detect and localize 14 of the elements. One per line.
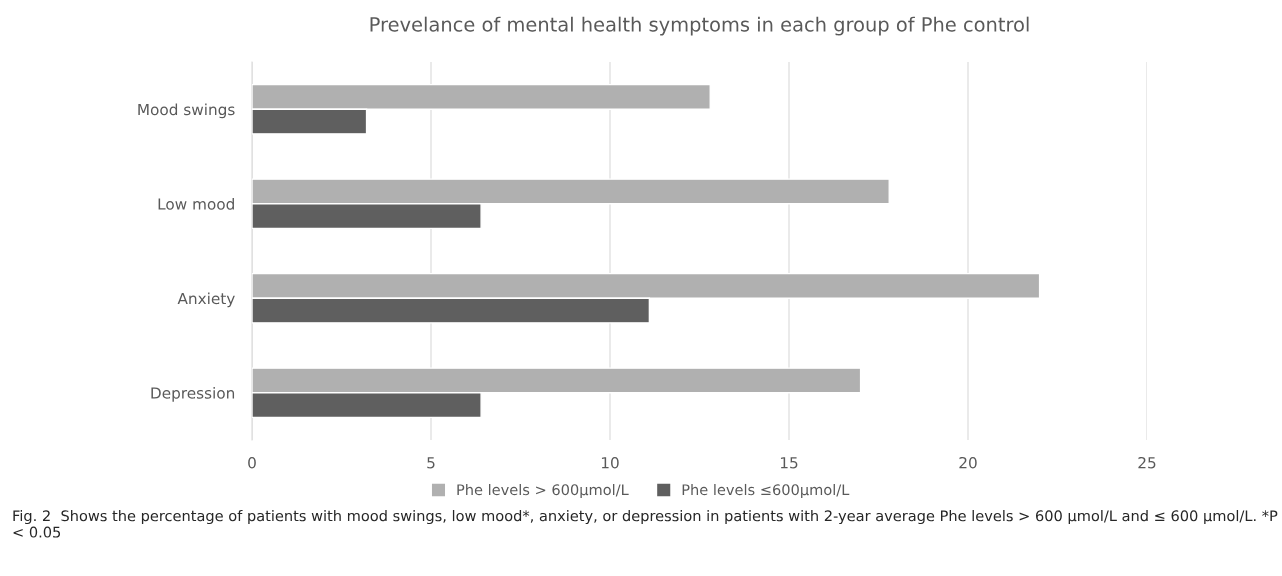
y-tick-label: Low mood bbox=[158, 197, 234, 210]
x-tick-label: 0 bbox=[248, 456, 256, 469]
legend-label: Phe levels ≤600μmol/L bbox=[682, 483, 850, 499]
y-tick-label: Mood swings bbox=[138, 103, 235, 119]
x-tick-label: 20 bbox=[959, 456, 977, 469]
caption: Fig. 2 Shows the percentage of patients with mood swings, low mood*, anxiety, or depression in patients with 2-year average Phe levels > 600 μmol/L and ≤ 600 μmol/L. *P < 0.05 bbox=[13, 510, 1278, 538]
x-tick-label: 10 bbox=[601, 456, 619, 469]
x-tick-label: 15 bbox=[780, 457, 798, 469]
y-tick-label: Anxiety bbox=[177, 292, 235, 308]
legend-label: Phe levels > 600μmol/L bbox=[457, 483, 629, 499]
chart-title: Prevelance of mental health symptoms in each group of Phe control bbox=[370, 16, 1029, 36]
x-tick-label: 5 bbox=[427, 457, 435, 469]
x-tick-label: 25 bbox=[1138, 456, 1156, 469]
y-tick-label: Depression bbox=[151, 386, 235, 402]
